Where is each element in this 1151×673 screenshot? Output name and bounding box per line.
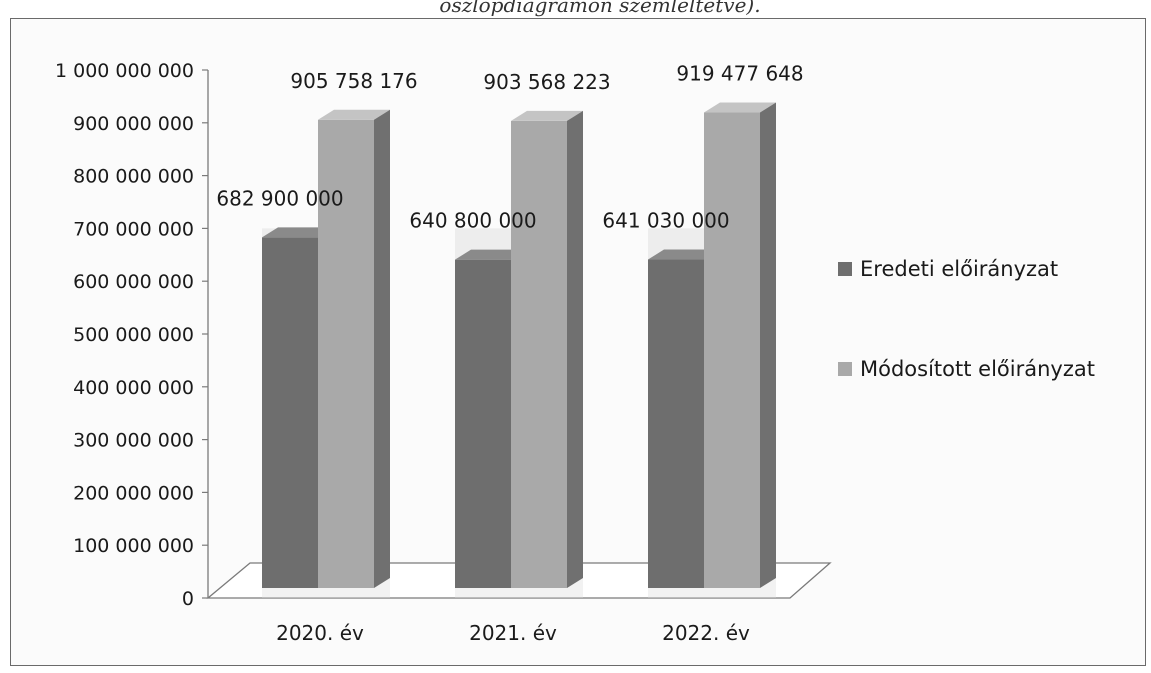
bar xyxy=(704,102,776,588)
bar-top xyxy=(455,249,527,260)
bar-front xyxy=(704,112,760,588)
x-tick-label: 2022. év xyxy=(662,621,750,645)
bar-front xyxy=(262,237,318,588)
y-tick-label: 800 000 000 xyxy=(73,166,194,188)
bar-side xyxy=(374,109,390,589)
caption: oszlopdiagramon szemléltetve). xyxy=(439,0,760,17)
bar-side xyxy=(567,110,583,588)
y-tick-label: 300 000 000 xyxy=(73,430,194,452)
data-labels: 682 900 000 905 758 176 640 800 000 903 568… xyxy=(216,62,803,233)
bar xyxy=(511,110,583,588)
y-tick-label: 200 000 000 xyxy=(73,482,194,504)
y-tick-label: 100 000 000 xyxy=(73,535,194,557)
bar-side xyxy=(760,102,776,588)
legend-label: Eredeti előirányzat xyxy=(860,257,1058,281)
bar xyxy=(455,249,527,588)
bar-top xyxy=(704,102,776,113)
y-tick-label: 700 000 000 xyxy=(73,218,194,240)
caption-text: oszlopdiagramon szemléltetve). xyxy=(439,0,760,17)
data-label: 641 030 000 xyxy=(602,209,729,233)
bar-front xyxy=(648,259,704,588)
bar-top xyxy=(648,249,720,260)
bar xyxy=(318,109,390,589)
bar-group xyxy=(262,102,776,589)
data-label: 682 900 000 xyxy=(216,186,343,210)
data-label: 640 800 000 xyxy=(409,209,536,233)
legend-swatch xyxy=(838,262,852,276)
bar-front xyxy=(455,259,511,588)
bar-top xyxy=(262,227,334,238)
bar-front xyxy=(511,120,567,588)
x-tick-label: 2020. év xyxy=(276,621,364,645)
bar-top xyxy=(511,110,583,121)
legend-swatch xyxy=(838,362,852,376)
bar-top xyxy=(318,109,390,120)
bar-front xyxy=(318,119,374,589)
y-tick-label: 900 000 000 xyxy=(73,113,194,135)
x-tick-label: 2021. év xyxy=(469,621,557,645)
y-tick-label: 400 000 000 xyxy=(73,377,194,399)
y-tick-label: 500 000 000 xyxy=(73,324,194,346)
data-label: 919 477 648 xyxy=(676,62,803,86)
y-tick-label: 0 xyxy=(182,588,194,610)
bar xyxy=(648,249,720,588)
legend: Eredeti előirányzat Módosított előirányza… xyxy=(838,257,1095,381)
data-label: 903 568 223 xyxy=(483,70,610,94)
y-tick-label: 1 000 000 000 xyxy=(55,60,194,82)
legend-label: Módosított előirányzat xyxy=(860,357,1095,381)
y-tick-label: 600 000 000 xyxy=(73,271,194,293)
data-label: 905 758 176 xyxy=(290,69,417,93)
bar xyxy=(262,227,334,588)
